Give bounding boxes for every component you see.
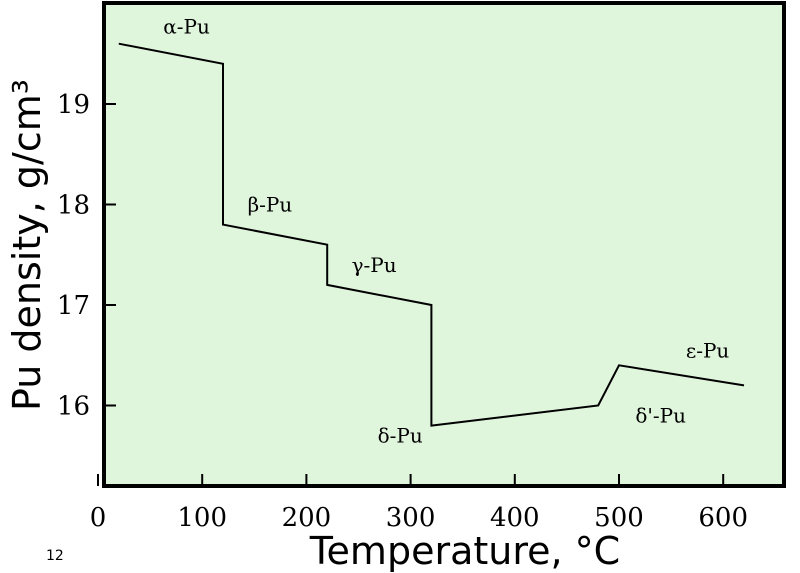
phase-label: α-Pu	[163, 15, 210, 39]
phase-label: γ-Pu	[352, 253, 397, 277]
x-tick-label: 600	[698, 503, 748, 533]
y-axis-title: Pu density, g/cm³	[5, 79, 49, 411]
y-tick-label: 18	[57, 191, 90, 221]
x-tick-label: 200	[282, 503, 332, 533]
x-tick-label: 400	[490, 503, 540, 533]
x-tick-label: 0	[90, 503, 107, 533]
corner-note: 12	[46, 548, 64, 564]
x-tick-label: 100	[177, 503, 227, 533]
phase-label: δ'-Pu	[635, 404, 686, 428]
density-series-line	[118, 42, 745, 427]
phase-label: δ-Pu	[378, 424, 423, 448]
x-axis: 0 100 200 300 400 500 600	[90, 474, 748, 533]
phase-annotations: α-Pu β-Pu γ-Pu δ-Pu δ'-Pu ε-Pu	[163, 15, 729, 448]
plot-area	[102, 1, 786, 488]
y-tick-label: 16	[57, 392, 90, 422]
x-axis-title: Temperature, °C	[309, 529, 620, 573]
x-tick-label: 500	[594, 503, 644, 533]
phase-label: ε-Pu	[686, 338, 730, 362]
y-tick-label: 19	[57, 90, 90, 120]
series	[118, 42, 745, 427]
y-axis: 16 17 18 19	[57, 90, 116, 422]
phase-label: β-Pu	[248, 193, 293, 217]
y-tick-label: 17	[57, 291, 90, 321]
x-tick-label: 300	[386, 503, 436, 533]
